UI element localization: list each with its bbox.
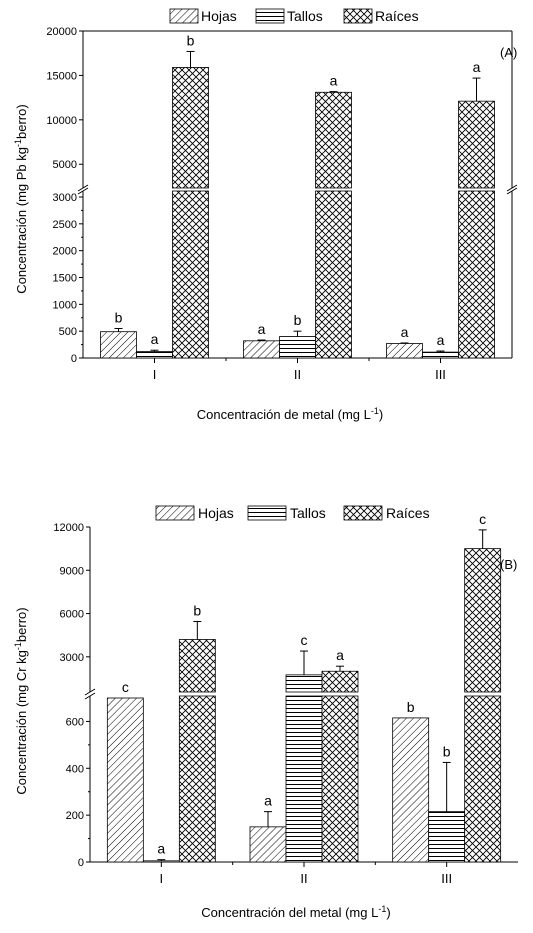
significance-letter: c xyxy=(479,511,486,527)
significance-letter: a xyxy=(151,331,159,347)
bar-hojas xyxy=(249,826,287,863)
legend-swatch-raices xyxy=(343,8,373,24)
significance-letter: a xyxy=(330,73,338,89)
legend-label-raices: Raíces xyxy=(386,505,430,521)
bar-hojas xyxy=(386,343,423,359)
bar-hojas xyxy=(106,697,144,863)
y-tick-label: 2000 xyxy=(53,246,77,258)
legend-swatch-hojas xyxy=(169,8,199,24)
legend-swatch-tallos xyxy=(247,505,287,521)
panel-label-b: (B) xyxy=(500,557,517,572)
y-tick-label: 600 xyxy=(66,716,84,728)
legend-b: Hojas Tallos Raíces xyxy=(155,505,430,521)
plot-area-b: 0 200 400 600 3000 6000 9000 12000 Ic a b II a c a III b… xyxy=(53,511,518,886)
y-tick-label: 0 xyxy=(71,353,77,365)
significance-letter: a xyxy=(157,841,165,857)
legend-label-hojas: Hojas xyxy=(201,8,237,24)
significance-letter: a xyxy=(437,332,445,348)
bar-tallos-lower xyxy=(285,695,323,863)
significance-letter: b xyxy=(115,309,123,325)
legend-a: Hojas Tallos Raíces xyxy=(169,8,419,24)
bar-tallos xyxy=(136,351,173,359)
bar-hojas xyxy=(243,340,280,359)
x-axis-title-a: Concentración de metal (mg L-1) xyxy=(197,406,384,422)
bar-raices-upper xyxy=(178,639,216,693)
y-tick-label: 1500 xyxy=(53,273,77,285)
bar-raices-upper xyxy=(172,67,209,189)
significance-letter: b xyxy=(294,312,302,328)
y-tick-label: 9000 xyxy=(60,565,84,577)
axis-break-mark xyxy=(506,187,518,195)
axis-break-mark xyxy=(77,187,89,195)
y-tick-label: 1000 xyxy=(53,299,77,311)
legend-label-raices: Raíces xyxy=(375,8,419,24)
bar-raices-lower xyxy=(321,695,359,863)
chart-panel-b: Hojas Tallos Raíces (B) 0 200 400 600 3000 60… xyxy=(13,505,518,920)
y-tick-label: 10000 xyxy=(46,115,77,127)
y-tick-label: 0 xyxy=(78,857,84,869)
x-tick-label: II xyxy=(294,367,301,382)
significance-letter: a xyxy=(258,321,266,337)
bar-tallos-upper xyxy=(285,674,323,693)
bar-hojas xyxy=(392,717,430,863)
y-tick-label: 2500 xyxy=(53,219,77,231)
y-tick-label: 20000 xyxy=(46,26,77,38)
significance-letter: b xyxy=(187,32,195,48)
bar-tallos xyxy=(428,811,466,863)
significance-letter: c xyxy=(301,632,308,648)
legend-swatch-tallos xyxy=(255,8,285,24)
bar-hojas xyxy=(100,331,137,359)
y-tick-label: 3000 xyxy=(53,192,77,204)
significance-letter: a xyxy=(401,324,409,340)
bar-raices-lower xyxy=(458,190,495,359)
x-tick-label: I xyxy=(160,871,164,886)
x-axis-title-b: Concentración del metal (mg L-1) xyxy=(201,904,390,920)
bar-tallos xyxy=(279,336,316,359)
bar-raices-upper xyxy=(458,100,495,189)
bar-raices-lower xyxy=(178,695,216,863)
y-axis-title-a: Concentración (mg Pb kg-1berro) xyxy=(13,104,29,293)
y-axis-title-b: Concentración (mg Cr kg-1berro) xyxy=(13,607,29,794)
bar-raices-upper xyxy=(464,548,502,693)
axis-break-mark xyxy=(84,692,96,700)
legend-label-tallos: Tallos xyxy=(287,8,323,24)
y-tick-label: 12000 xyxy=(53,522,84,534)
bar-raices-lower xyxy=(172,190,209,359)
significance-letter: a xyxy=(336,647,344,663)
bar-tallos xyxy=(142,860,180,863)
legend-label-tallos: Tallos xyxy=(290,505,326,521)
y-tick-label: 6000 xyxy=(60,609,84,621)
y-tick-label: 5000 xyxy=(53,159,77,171)
bar-raices-upper xyxy=(315,91,352,189)
legend-swatch-raices xyxy=(343,505,383,521)
y-tick-label: 400 xyxy=(66,763,84,775)
y-tick-label: 15000 xyxy=(46,70,77,82)
plot-area-a: 0 500 1000 1500 2000 2500 3000 5000 10000 15000 20… xyxy=(46,26,518,382)
axis-break-mark xyxy=(77,184,89,192)
axis-break-mark xyxy=(506,184,518,192)
significance-letter: b xyxy=(193,602,201,618)
bar-raices-upper xyxy=(321,670,359,693)
x-tick-label: III xyxy=(441,871,452,886)
significance-letter: a xyxy=(264,793,272,809)
x-tick-label: III xyxy=(435,367,446,382)
y-tick-label: 500 xyxy=(59,326,77,338)
significance-letter: c xyxy=(122,679,129,695)
bar-raices-lower xyxy=(315,190,352,359)
significance-letter: b xyxy=(443,743,451,759)
legend-label-hojas: Hojas xyxy=(198,505,234,521)
bar-raices-lower xyxy=(464,695,502,863)
x-tick-label: II xyxy=(300,871,307,886)
x-tick-label: I xyxy=(153,367,157,382)
legend-swatch-hojas xyxy=(155,505,195,521)
significance-letter: b xyxy=(407,699,415,715)
y-tick-label: 3000 xyxy=(60,652,84,664)
panel-label-a: (A) xyxy=(500,45,517,60)
significance-letter: a xyxy=(473,59,481,75)
chart-panel-a: Hojas Tallos Raíces (A) 0 500 1000 1500 2000… xyxy=(13,8,517,422)
bar-tallos xyxy=(422,351,459,359)
axis-break-mark xyxy=(84,688,96,696)
y-tick-label: 200 xyxy=(66,810,84,822)
